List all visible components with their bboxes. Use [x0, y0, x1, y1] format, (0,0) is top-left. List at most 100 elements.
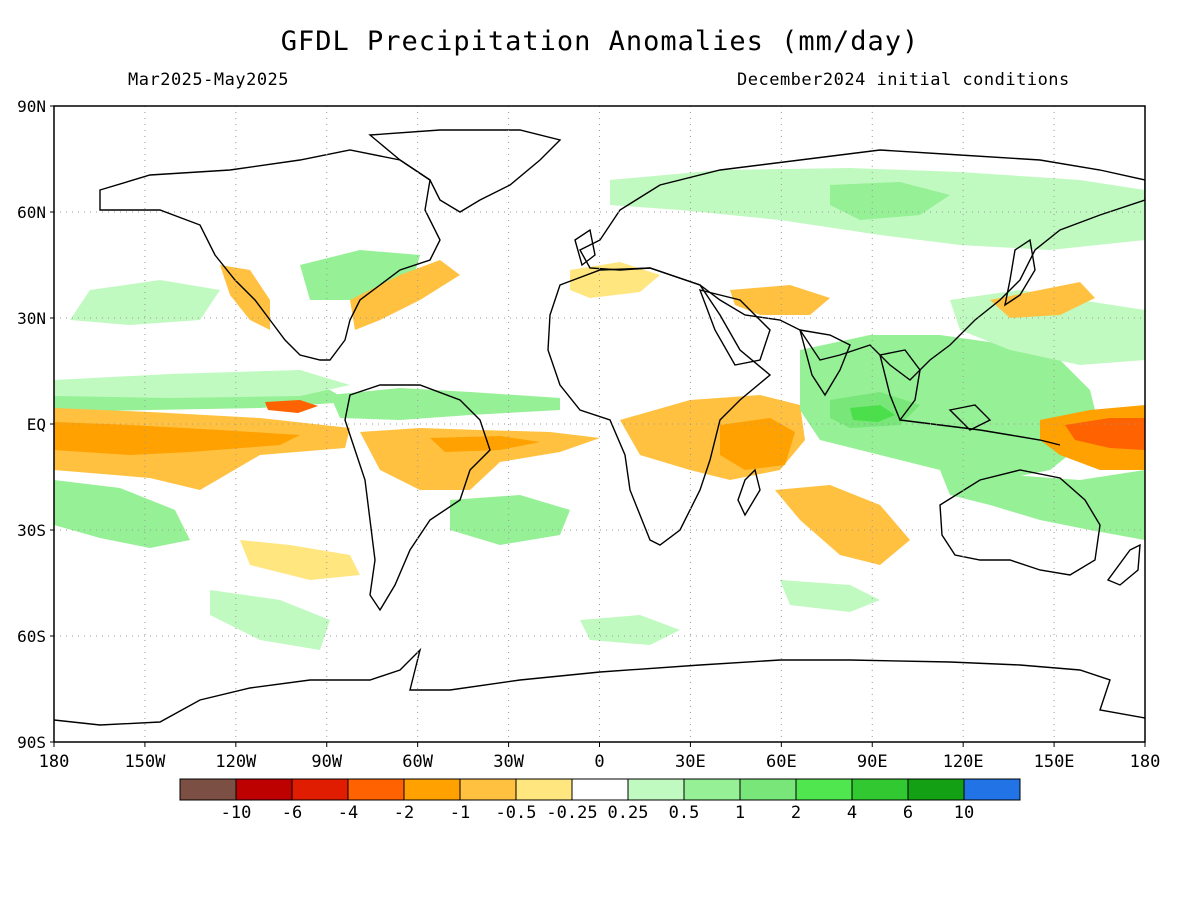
- coastline-southeast-asia: [879, 349, 921, 422]
- wet-southwest-pacific: [940, 470, 1145, 540]
- wet-indian-maritime: [800, 335, 1100, 480]
- lon-label: 120E: [943, 752, 984, 772]
- dry-north-pacific-east: [990, 282, 1095, 318]
- colorbar-swatch: [571, 778, 629, 801]
- lat-label: 90N: [17, 97, 46, 116]
- coastline-australia: [939, 469, 1101, 576]
- coastline-indonesia: [899, 404, 1061, 446]
- dry-middle-east: [730, 285, 830, 315]
- forecast-period: Mar2025-May2025: [128, 70, 290, 90]
- coastline-uk: [574, 228, 596, 267]
- colorbar-label: -2: [394, 803, 414, 823]
- colorbar-label: 0.5: [669, 803, 700, 823]
- wet-east-asia: [950, 290, 1145, 365]
- lon-label: 150W: [124, 752, 166, 772]
- colorbar-swatch: [907, 778, 965, 801]
- lat-label: 90S: [17, 733, 46, 752]
- lon-label: 0: [594, 752, 604, 772]
- lon-label: 180: [39, 752, 70, 772]
- lon-label: 90E: [857, 752, 888, 772]
- lat-label: EQ: [27, 415, 46, 434]
- wet-pacific-northwest: [70, 280, 220, 325]
- wet-south-atlantic: [450, 495, 570, 545]
- colorbar-swatch: [179, 778, 237, 801]
- dry-core-north-pacific: [265, 400, 318, 413]
- colorbar-swatch: [515, 778, 573, 801]
- colorbar-label: 0.25: [608, 803, 649, 823]
- longitude-labels: 180 150W 120W 90W 60W 30W 0 30E 60E 90E 120E 150E 18…: [39, 742, 1161, 772]
- coastline-north-america: [99, 149, 441, 361]
- colorbar-swatch: [459, 778, 517, 801]
- graticule: [54, 106, 1145, 742]
- anomaly-fields: [54, 168, 1145, 650]
- colorbar-swatch: [235, 778, 293, 801]
- coastlines: [54, 129, 1145, 726]
- dry-core-western-indian: [720, 418, 795, 470]
- coastline-arabia: [698, 288, 771, 366]
- map-title: GFDL Precipitation Anomalies (mm/day): [280, 26, 920, 57]
- dry-western-north-america: [220, 265, 270, 330]
- coastline-eurasia: [579, 149, 1145, 381]
- latitude-labels: 90N 60N 30N EQ 30S 60S 90S: [17, 97, 54, 752]
- lat-label: 60S: [17, 627, 46, 646]
- colorbar-swatch: [851, 778, 909, 801]
- lon-label: 60E: [766, 752, 797, 772]
- lon-label: 150E: [1034, 752, 1075, 772]
- colorbar-label: -0.25: [546, 803, 597, 823]
- wet-band-tropics-west: [54, 370, 350, 398]
- lon-label: 60W: [402, 752, 433, 772]
- lat-label: 60N: [17, 203, 46, 222]
- coastline-india: [799, 329, 851, 397]
- lon-label: 30W: [493, 752, 524, 772]
- colorbar-swatch: [795, 778, 853, 801]
- coastline-africa: [547, 267, 772, 546]
- coastline-japan: [1003, 238, 1036, 307]
- colorbar-label: 2: [791, 803, 801, 823]
- dry-core-west-pacific: [1065, 418, 1145, 450]
- coastline-greenland: [368, 129, 562, 213]
- colorbar-label: -1: [450, 803, 470, 823]
- colorbar-label: -10: [221, 803, 252, 823]
- dry-south-indian: [775, 485, 910, 565]
- dry-south-pacific-midlat: [240, 540, 360, 580]
- lon-label: 180: [1130, 752, 1161, 772]
- wet-core-center-indian: [850, 405, 895, 422]
- colorbar-swatch: [627, 778, 685, 801]
- colorbar-label: 10: [954, 803, 974, 823]
- colorbar-swatch: [963, 778, 1021, 801]
- colorbar-swatch: [347, 778, 405, 801]
- colorbar-swatch: [739, 778, 797, 801]
- wet-siberia-core: [830, 182, 950, 220]
- wet-south-atlantic-east: [580, 615, 680, 645]
- lon-label: 30E: [675, 752, 706, 772]
- colorbar-label: 4: [847, 803, 857, 823]
- colorbar-swatch: [403, 778, 461, 801]
- coastline-antarctica: [54, 647, 1145, 726]
- dry-core-amazon: [430, 436, 540, 452]
- dry-amazon-atlantic: [360, 428, 600, 490]
- colorbar-label: 6: [903, 803, 913, 823]
- lon-label: 120W: [215, 752, 257, 772]
- colorbar: -10 -6 -4 -2 -1 -0.5 -0.25 0.25 0.5 1 2 4 6 10: [179, 778, 1021, 823]
- wet-tropical-atlantic: [330, 388, 560, 420]
- colorbar-label: 1: [735, 803, 745, 823]
- lat-label: 30S: [17, 521, 46, 540]
- lon-label: 90W: [311, 752, 342, 772]
- coastline-madagascar: [737, 468, 761, 517]
- dry-core-equatorial-pacific: [54, 422, 300, 455]
- coastline-new-zealand: [1106, 543, 1141, 586]
- dry-north-atlantic: [350, 260, 460, 330]
- colorbar-label: -4: [338, 803, 358, 823]
- initial-conditions: December2024 initial conditions: [737, 70, 1070, 90]
- wet-southern-ocean-west: [210, 590, 330, 650]
- lat-label: 30N: [17, 309, 46, 328]
- colorbar-label: -6: [282, 803, 302, 823]
- wet-southern-ocean-east: [780, 580, 880, 612]
- wet-south-pacific: [54, 480, 190, 548]
- colorbar-label: -0.5: [496, 803, 537, 823]
- dry-mediterranean: [570, 262, 660, 298]
- colorbar-swatch: [291, 778, 349, 801]
- colorbar-swatch: [683, 778, 741, 801]
- coastline-south-america: [344, 384, 491, 612]
